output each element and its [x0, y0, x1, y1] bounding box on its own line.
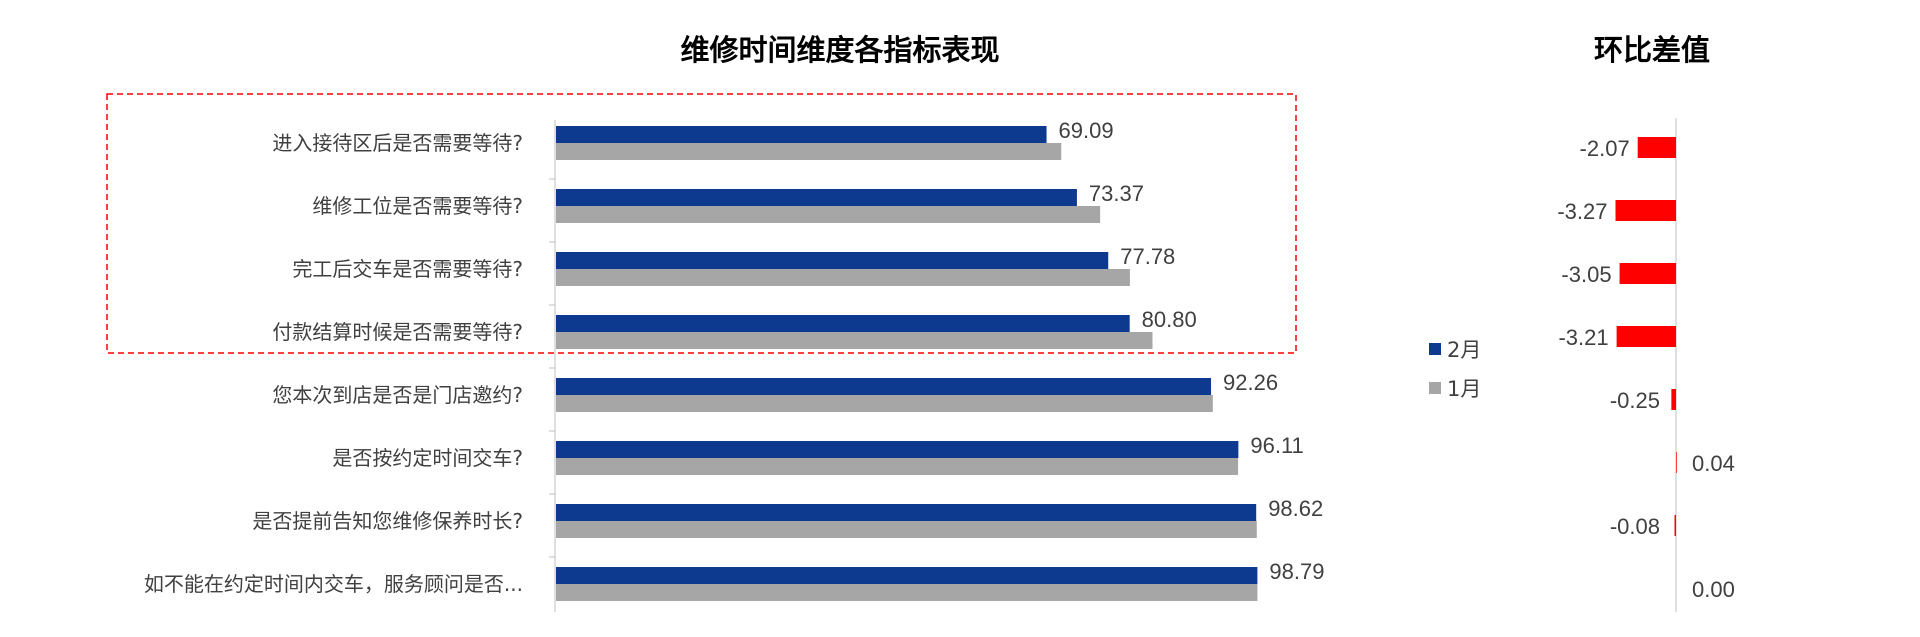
diff-data-label: -3.05	[1561, 262, 1611, 287]
bar-feb	[556, 189, 1077, 206]
data-label-feb: 80.80	[1142, 307, 1197, 332]
legend-swatch-feb	[1429, 343, 1441, 355]
diff-chart-title: 环比差值	[1594, 33, 1710, 67]
data-label-feb: 73.37	[1089, 181, 1144, 206]
bar-feb	[556, 126, 1047, 143]
diff-bar	[1615, 200, 1676, 221]
diff-data-label: 0.00	[1692, 577, 1735, 602]
data-label-feb: 96.11	[1250, 433, 1303, 458]
bar-jan	[556, 332, 1153, 349]
bar-jan	[556, 395, 1213, 412]
diff-bar	[1671, 389, 1676, 410]
diff-data-label: 0.04	[1692, 451, 1735, 476]
bar-jan	[556, 143, 1062, 160]
bar-feb	[556, 567, 1258, 584]
bar-jan	[556, 584, 1258, 601]
data-label-feb: 69.09	[1059, 118, 1114, 143]
bar-feb	[556, 441, 1239, 458]
diff-bar	[1619, 263, 1676, 284]
diff-bar	[1674, 515, 1676, 536]
bar-jan	[556, 521, 1257, 538]
main-chart-title: 维修时间维度各指标表现	[680, 33, 999, 67]
category-label: 是否按约定时间交车?	[332, 446, 523, 470]
diff-bar	[1637, 137, 1676, 158]
diff-bars-group: -2.07 -3.27 -3.05 -3.21 -0.25 0.04 -0.08 0.00	[1557, 136, 1734, 602]
diff-data-label: -0.25	[1610, 388, 1660, 413]
diff-data-label: -0.08	[1610, 514, 1660, 539]
bar-feb	[556, 252, 1109, 269]
diff-bar	[1616, 326, 1676, 347]
category-label: 维修工位是否需要等待?	[312, 194, 523, 218]
bar-jan	[556, 206, 1101, 223]
data-label-feb: 77.78	[1120, 244, 1175, 269]
legend: 2月 1月	[1429, 338, 1481, 401]
category-label: 您本次到店是否是门店邀约?	[272, 383, 523, 407]
diff-data-label: -3.21	[1558, 325, 1608, 350]
bar-jan	[556, 269, 1130, 286]
data-label-feb: 92.26	[1223, 370, 1278, 395]
category-label: 是否提前告知您维修保养时长?	[252, 509, 523, 533]
bar-feb	[556, 504, 1257, 521]
diff-bar	[1676, 452, 1677, 473]
data-label-feb: 98.79	[1269, 559, 1324, 584]
category-label: 进入接待区后是否需要等待?	[272, 131, 523, 155]
bar-feb	[556, 378, 1212, 395]
category-label: 付款结算时候是否需要等待?	[272, 320, 523, 344]
diff-data-label: -2.07	[1580, 136, 1630, 161]
highlight-box	[106, 93, 1297, 354]
main-bars-group: 进入接待区后是否需要等待? 69.09 维修工位是否需要等待? 73.37 完工后交车是…	[144, 118, 1324, 601]
bar-feb	[556, 315, 1130, 332]
diff-data-label: -3.27	[1557, 199, 1607, 224]
legend-label-jan: 1月	[1447, 377, 1481, 401]
bar-jan	[556, 458, 1239, 475]
legend-swatch-jan	[1429, 382, 1441, 394]
legend-label-feb: 2月	[1447, 338, 1481, 362]
category-label: 完工后交车是否需要等待?	[292, 257, 523, 281]
category-label: 如不能在约定时间内交车，服务顾问是否...	[144, 572, 523, 596]
data-label-feb: 98.62	[1268, 496, 1323, 521]
